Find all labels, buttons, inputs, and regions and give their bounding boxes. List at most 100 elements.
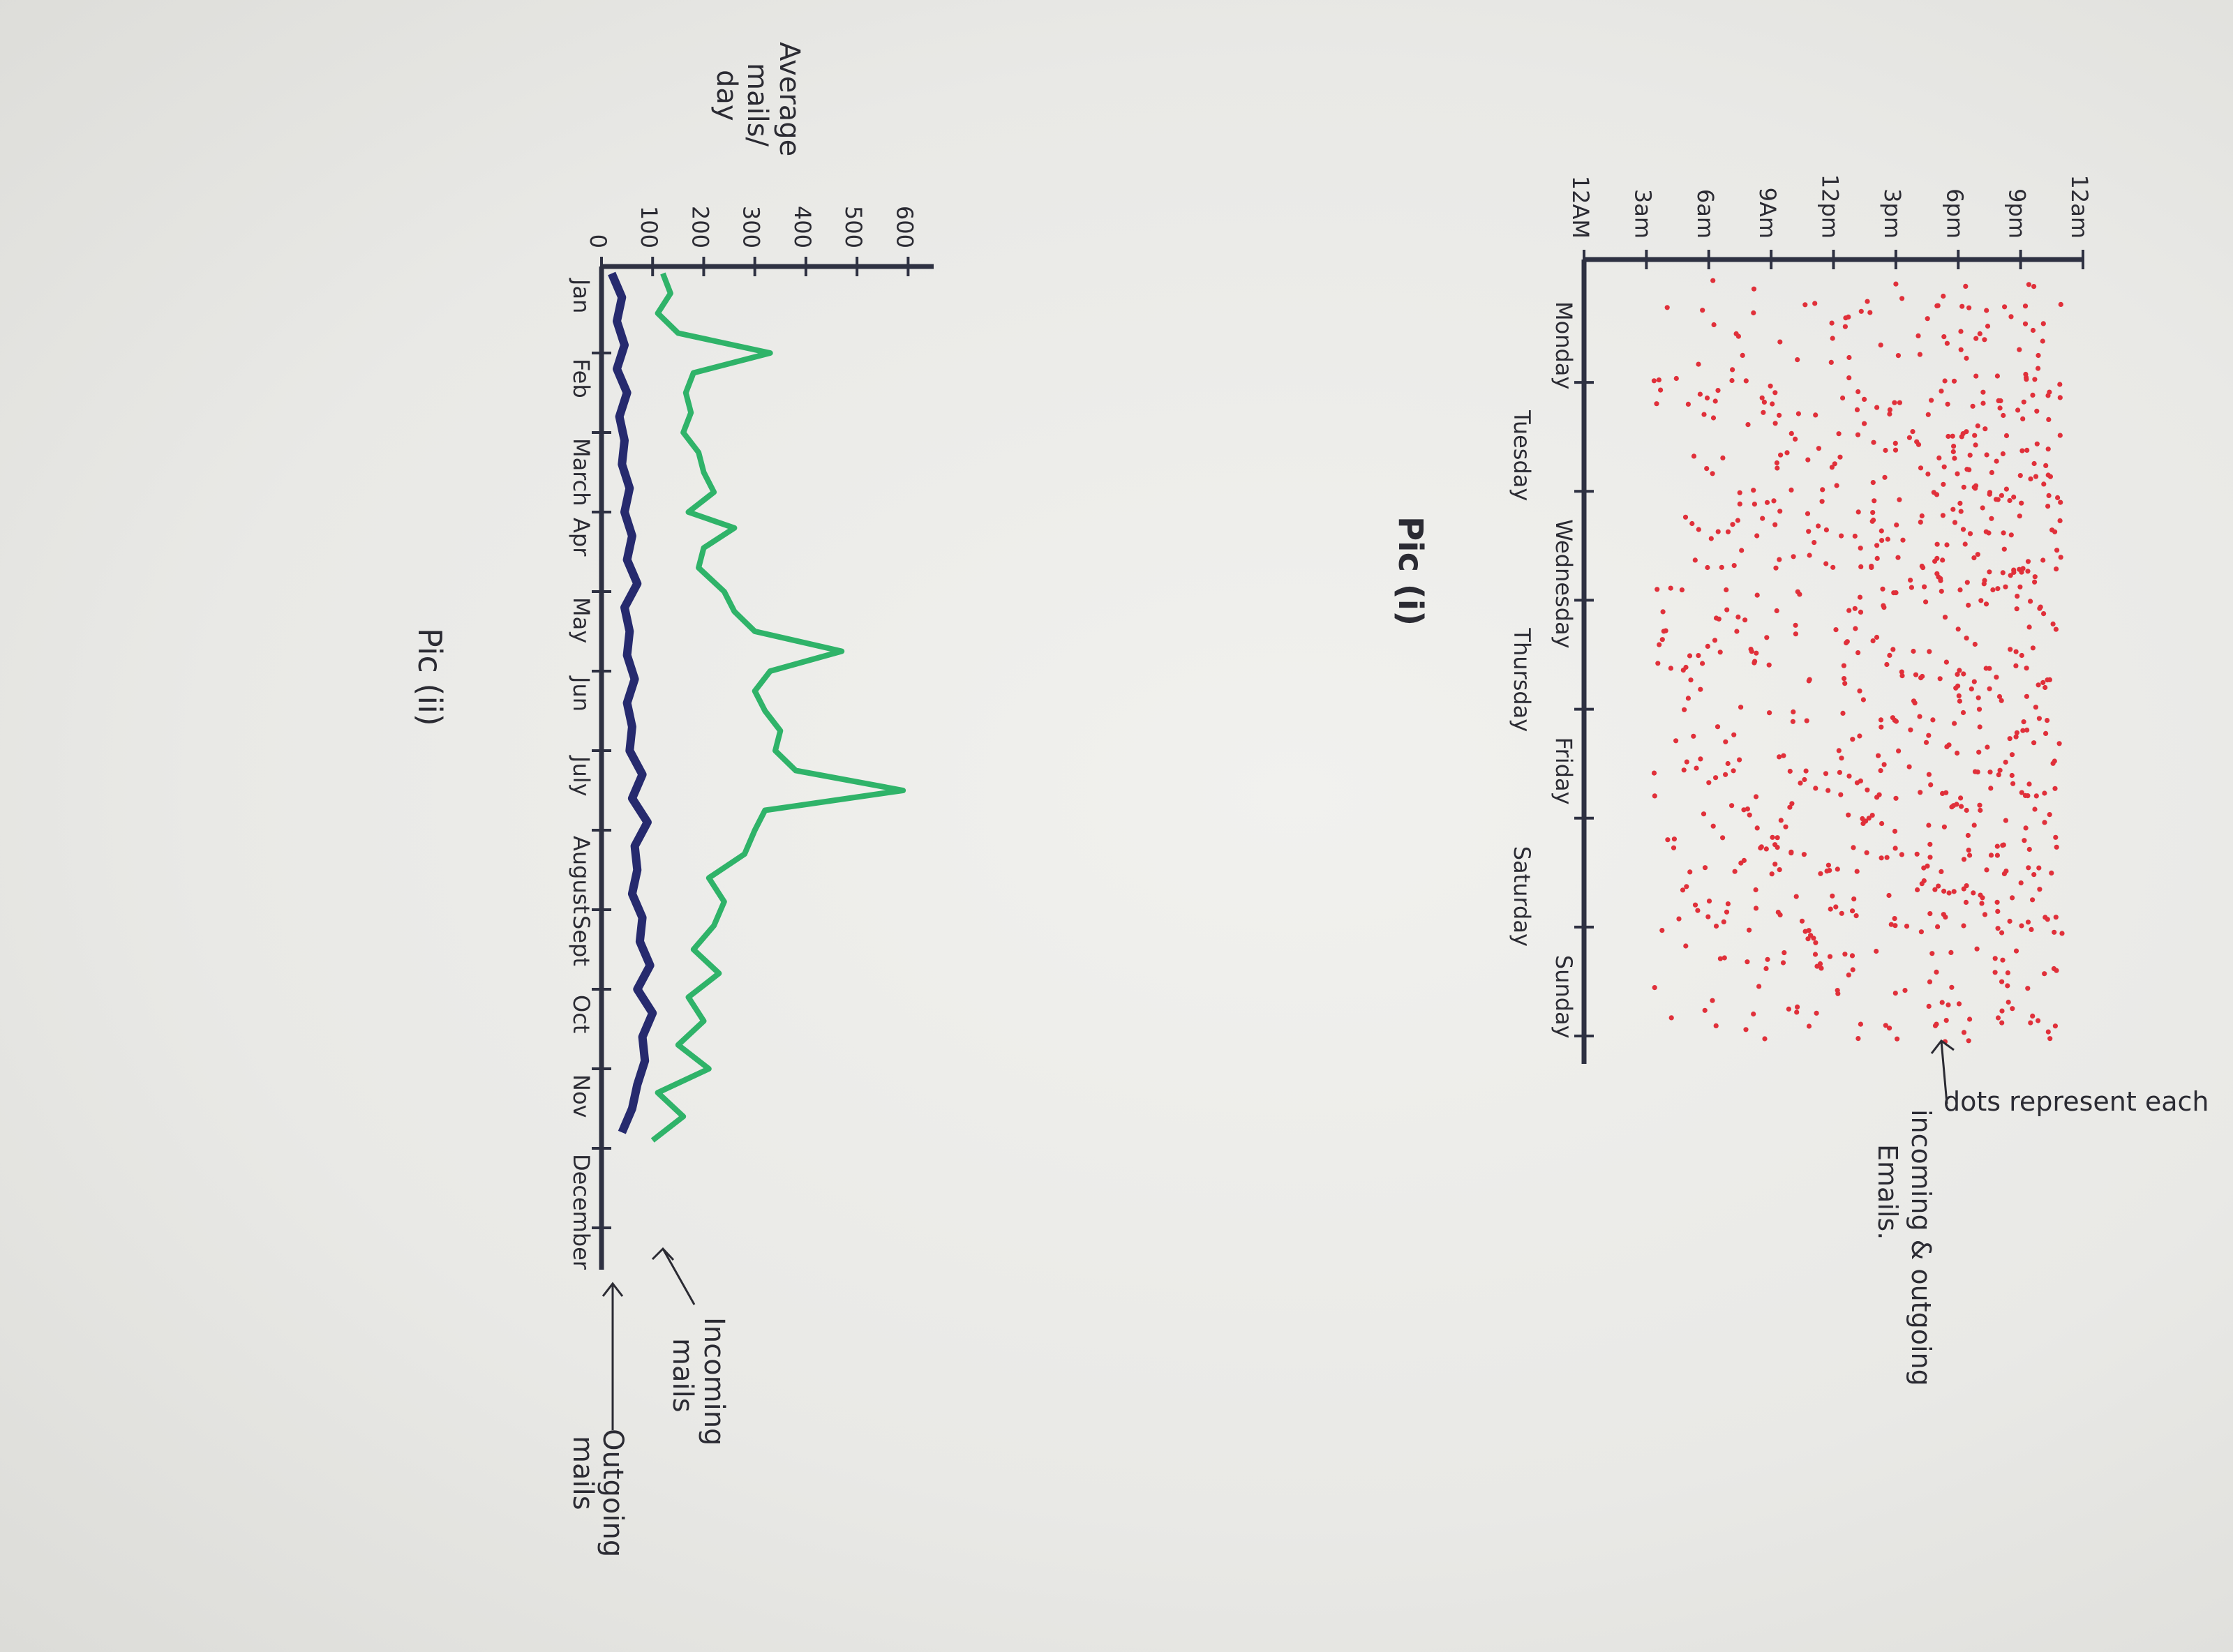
scatter-dot (2058, 555, 2063, 560)
scatter-dot (2036, 865, 2042, 871)
scatter-dot (1944, 744, 1950, 749)
scatter-dot (1770, 834, 1775, 840)
scatter-dot (2046, 416, 2052, 423)
scatter-dot (1715, 529, 1721, 534)
scatter-dot (1918, 465, 1924, 471)
scatter-dot (1881, 762, 1887, 767)
scatter-dot (1895, 353, 1901, 359)
scatter-dot (1996, 772, 2001, 778)
scatter-dot (1752, 659, 1758, 664)
scatter-dot (1870, 510, 1876, 516)
scatter-dot (2024, 727, 2030, 733)
scatter-dot (1874, 948, 1879, 954)
scatter-dot (1992, 956, 1998, 961)
scatter-dot (2030, 1013, 2036, 1019)
scatter-dot (1722, 955, 1727, 961)
scatter-dot (2042, 971, 2047, 977)
scatter-dot (1977, 724, 1982, 730)
scatter-dot (1946, 1002, 1951, 1008)
scatter-dot (1983, 601, 1989, 607)
y-tick-label-pic-ii: 600 (891, 206, 918, 248)
scatter-dot (1940, 557, 1946, 563)
scatter-dot (1966, 1038, 1971, 1044)
scatter-dot (1995, 1015, 2001, 1021)
scatter-dot (1717, 956, 1723, 961)
scatter-dot (1918, 790, 1923, 795)
scatter-dot (2054, 548, 2060, 553)
scatter-dot (1735, 518, 1740, 523)
scatter-dot (1668, 585, 1673, 591)
x-tick-label-pic-ii: August (568, 836, 595, 914)
scatter-dot (2031, 740, 2037, 746)
scatter-dot (1942, 615, 1948, 620)
scatter-dot (2051, 966, 2056, 972)
scatter-dot (1692, 557, 1698, 563)
scatter-dot (1892, 440, 1898, 446)
x-tick-label-pic-ii: July (568, 755, 595, 797)
scatter-dot (1813, 940, 1818, 945)
scatter-dot (2058, 301, 2063, 307)
scatter-dot (1878, 768, 1883, 774)
scatter-dot (1839, 756, 1844, 761)
y-axis-label-pic-ii-line2: mails/ (741, 63, 773, 147)
scatter-dot (1918, 929, 1924, 935)
scatter-dot (1937, 676, 1943, 682)
scatter-dot (1959, 303, 1965, 309)
scatter-annotation: dots represent each (1943, 1086, 2209, 1117)
scatter-dot (1837, 769, 1842, 775)
scatter-dot (2047, 812, 2052, 818)
scatter-dot (1668, 1015, 1674, 1021)
scatter-dot (1895, 1036, 1900, 1042)
scatter-dot (1995, 586, 2001, 592)
scatter-dot (1719, 564, 1724, 570)
scatter-dot (1791, 554, 1796, 560)
scatter-dot (2043, 463, 2049, 469)
scatter-dot (1853, 626, 1858, 631)
scatter-dot (2010, 895, 2015, 901)
scatter-dot (1799, 918, 1805, 924)
scatter-dot (1951, 889, 1957, 894)
scatter-dot (2011, 494, 2017, 500)
scatter-dot (1858, 609, 1864, 615)
scatter-dot (2019, 790, 2024, 795)
scatter-dot (2007, 497, 2012, 504)
scatter-dot (2029, 926, 2034, 932)
scatter-dot (1771, 498, 1777, 504)
scatter-dot (1797, 592, 1802, 597)
scatter-dot (1793, 622, 1798, 628)
scatter-dot (1720, 455, 1726, 461)
scatter-dot (1969, 686, 1974, 692)
scatter-dot (2024, 666, 2029, 671)
scatter-dot (1843, 315, 1849, 321)
scatter-dot (2043, 730, 2049, 736)
scatter-dot (2033, 793, 2039, 799)
scatter-dot (1715, 724, 1721, 730)
scatter-dot (1857, 594, 1863, 600)
scatter-dot (1828, 906, 1833, 912)
scatter-dot (1919, 513, 1925, 519)
scatter-dot (1915, 333, 1921, 338)
x-ticks-pic-i: Monday Tuesday Wednesday Thursday Friday Satu… (1509, 301, 1594, 1039)
scatter-dot (2009, 752, 2015, 758)
scatter-dot (2034, 408, 2040, 414)
scatter-dot (1899, 673, 1905, 679)
scatter-dot (1858, 308, 1864, 314)
scatter-dot (1708, 536, 1714, 541)
scatter-dot (2017, 566, 2022, 572)
scatter-dot (1932, 1023, 1939, 1028)
y-ticks-pic-ii: 0 100 200 300 400 500 600 (585, 206, 918, 276)
scatter-dot (2036, 352, 2041, 359)
x-tick-label-pic-i: Tuesday (1509, 410, 1535, 501)
scatter-dot (1780, 960, 1786, 966)
scatter-dot (2034, 441, 2040, 446)
scatter-dot (1951, 378, 1957, 384)
scatter-dot (1842, 676, 1847, 682)
scatter-dot (2037, 606, 2042, 611)
y-axis-label-pic-ii-line3: day (710, 70, 742, 121)
scatter-dot (1994, 843, 2000, 849)
scatter-dot (1846, 354, 1852, 361)
scatter-dot (2024, 377, 2029, 382)
scatter-dot (1954, 802, 1959, 807)
scatter-dot (2036, 716, 2042, 721)
